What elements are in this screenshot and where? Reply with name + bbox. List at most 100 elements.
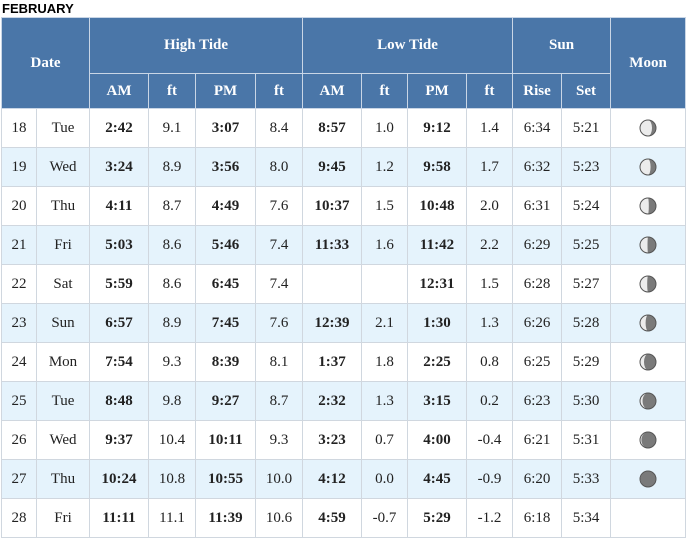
moon-phase-icon <box>639 197 657 215</box>
table-row: 20 Thu 4:11 8.7 4:49 7.6 10:37 1.5 10:48 2.0 6:31 5… <box>1 186 686 226</box>
low-pm-time: 9:12 <box>407 108 467 148</box>
header-sun-set: Set <box>561 73 612 109</box>
table-row: 22 Sat 5:59 8.6 6:45 7.4 12:31 1.5 6:28 5:27 <box>1 264 686 304</box>
table-row: 24 Mon 7:54 9.3 8:39 8.1 1:37 1.8 2:25 0.8 6:25 5:2… <box>1 342 686 382</box>
header-low-pm: PM <box>407 73 467 109</box>
low-am-time: 4:12 <box>302 459 362 499</box>
low-pm-ft: 1.5 <box>465 264 514 304</box>
low-pm-ft: 1.3 <box>465 303 514 343</box>
sunset-cell: 5:31 <box>561 420 612 460</box>
high-am-ft: 8.9 <box>148 147 196 187</box>
high-am-time: 5:03 <box>89 225 149 265</box>
high-pm-time: 3:07 <box>195 108 256 148</box>
header-high-tide: High Tide <box>89 17 303 74</box>
high-am-time: 3:24 <box>89 147 149 187</box>
table-row: 27 Thu 10:24 10.8 10:55 10.0 4:12 0.0 4:45 -0.9 6:… <box>1 459 686 499</box>
high-pm-time: 10:11 <box>195 420 256 460</box>
sunset-cell: 5:23 <box>561 147 612 187</box>
high-am-ft: 9.3 <box>148 342 196 382</box>
high-pm-ft: 8.7 <box>255 381 303 421</box>
moon-cell <box>610 381 686 421</box>
moon-phase-icon <box>639 119 657 137</box>
high-pm-ft: 8.4 <box>255 108 303 148</box>
day-cell: 28 <box>1 498 37 538</box>
low-pm-ft: 0.2 <box>465 381 514 421</box>
low-am-time: 11:33 <box>302 225 362 265</box>
header-low-tide: Low Tide <box>301 17 514 74</box>
weekday-cell: Thu <box>36 186 90 226</box>
low-pm-ft: 0.8 <box>465 342 514 382</box>
high-pm-ft: 7.4 <box>255 264 303 304</box>
low-am-time: 3:23 <box>302 420 362 460</box>
header-high-am-ft: ft <box>148 73 196 109</box>
header-high-am: AM <box>89 73 149 109</box>
low-pm-time: 9:58 <box>407 147 467 187</box>
header-low-am-ft: ft <box>361 73 408 109</box>
sunset-cell: 5:25 <box>561 225 612 265</box>
table-row: 18 Tue 2:42 9.1 3:07 8.4 8:57 1.0 9:12 1.4 6:34 5:2… <box>1 108 686 148</box>
moon-phase-icon <box>639 236 657 254</box>
low-pm-time: 4:00 <box>407 420 467 460</box>
high-am-time: 2:42 <box>89 108 149 148</box>
sunset-cell: 5:30 <box>561 381 612 421</box>
high-am-ft: 8.7 <box>148 186 196 226</box>
moon-phase-icon <box>639 470 657 488</box>
day-cell: 27 <box>1 459 37 499</box>
low-am-ft: 1.3 <box>361 381 408 421</box>
day-cell: 20 <box>1 186 37 226</box>
low-pm-time: 2:25 <box>407 342 467 382</box>
header-moon: Moon <box>610 17 686 109</box>
tide-table-body: 18 Tue 2:42 9.1 3:07 8.4 8:57 1.0 9:12 1.4 6:34 5:2… <box>1 108 686 538</box>
day-cell: 19 <box>1 147 37 187</box>
low-am-ft: 2.1 <box>361 303 408 343</box>
table-row: 26 Wed 9:37 10.4 10:11 9.3 3:23 0.7 4:00 -0.4 6:21… <box>1 420 686 460</box>
header-low-am: AM <box>302 73 362 109</box>
high-am-ft: 9.8 <box>148 381 196 421</box>
high-pm-ft: 7.6 <box>255 303 303 343</box>
high-am-time: 4:11 <box>89 186 149 226</box>
low-pm-time: 5:29 <box>407 498 467 538</box>
high-am-time: 8:48 <box>89 381 149 421</box>
weekday-cell: Sun <box>36 303 90 343</box>
sunset-cell: 5:33 <box>561 459 612 499</box>
tide-table: Date High Tide Low Tide Sun Moon AM ft P… <box>1 17 686 538</box>
header-low-pm-ft: ft <box>465 73 514 109</box>
day-cell: 24 <box>1 342 37 382</box>
high-am-ft: 11.1 <box>148 498 196 538</box>
sunrise-cell: 6:20 <box>512 459 563 499</box>
sunrise-cell: 6:31 <box>512 186 563 226</box>
low-pm-time: 11:42 <box>407 225 467 265</box>
low-pm-time: 12:31 <box>407 264 467 304</box>
high-pm-ft: 7.4 <box>255 225 303 265</box>
sunset-cell: 5:21 <box>561 108 612 148</box>
moon-cell <box>610 420 686 460</box>
sunrise-cell: 6:29 <box>512 225 563 265</box>
header-sun-rise: Rise <box>512 73 563 109</box>
day-cell: 22 <box>1 264 37 304</box>
low-am-ft <box>361 264 408 304</box>
day-cell: 18 <box>1 108 37 148</box>
low-pm-ft: 1.7 <box>465 147 514 187</box>
low-pm-ft: -0.4 <box>465 420 514 460</box>
sunrise-cell: 6:32 <box>512 147 563 187</box>
weekday-cell: Tue <box>36 381 90 421</box>
high-am-time: 11:11 <box>89 498 149 538</box>
low-pm-time: 4:45 <box>407 459 467 499</box>
high-am-ft: 10.4 <box>148 420 196 460</box>
sunset-cell: 5:29 <box>561 342 612 382</box>
low-pm-ft: 2.0 <box>465 186 514 226</box>
day-cell: 23 <box>1 303 37 343</box>
high-am-ft: 8.9 <box>148 303 196 343</box>
high-pm-ft: 9.3 <box>255 420 303 460</box>
low-am-ft: 1.5 <box>361 186 408 226</box>
high-pm-ft: 8.0 <box>255 147 303 187</box>
high-pm-time: 4:49 <box>195 186 256 226</box>
high-am-time: 5:59 <box>89 264 149 304</box>
low-am-ft: 1.6 <box>361 225 408 265</box>
table-row: 21 Fri 5:03 8.6 5:46 7.4 11:33 1.6 11:42 2.2 6:29 5… <box>1 225 686 265</box>
low-pm-time: 3:15 <box>407 381 467 421</box>
sunrise-cell: 6:28 <box>512 264 563 304</box>
low-pm-ft: 1.4 <box>465 108 514 148</box>
moon-cell <box>610 303 686 343</box>
weekday-cell: Wed <box>36 147 90 187</box>
